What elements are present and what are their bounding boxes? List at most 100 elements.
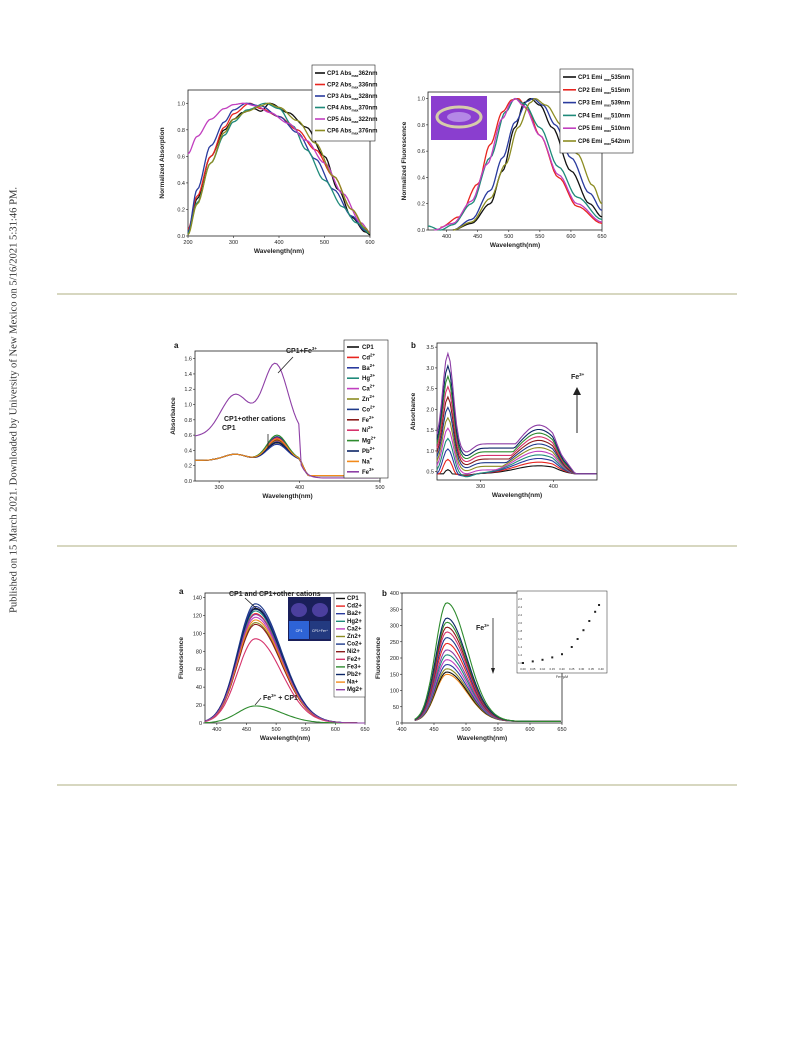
fl-legend-label: CP2 Emi max515nm	[578, 88, 630, 95]
abs-cations-arrow-fe	[277, 356, 294, 374]
abs-titration-annotation: Fe3+	[571, 372, 585, 381]
fl-titration-chart-x-tick-label: 500	[461, 727, 470, 733]
fl-chart-x-tick-label: 500	[504, 234, 513, 240]
fl-legend-label: CP3 Emi max539nm	[578, 101, 630, 108]
fl-titration-inset-x-label: Fe³⁺μM	[556, 675, 568, 679]
fl-chart-y-tick-label: 0.8	[417, 123, 425, 129]
abs-titration-chart-y-tick-label: 0.5	[426, 470, 434, 476]
abs-cations-chart-x-tick-label: 400	[295, 485, 304, 491]
abs-cations-legend-label: Co2+	[362, 404, 376, 413]
fl-cations-legend-label: Co2+	[347, 642, 362, 648]
fl-titration-inset-y-tick-label: 1.8	[518, 629, 522, 633]
divider-3	[57, 784, 737, 786]
abs-cations-chart-y-tick-label: 1.4	[184, 372, 192, 378]
fl-legend-label: CP1 Emi max535nm	[578, 75, 630, 82]
abs-titration-chart-y-tick-label: 3.5	[426, 345, 434, 351]
fl-titration-chart-y-tick-label: 50	[393, 705, 399, 711]
fl-cations-legend-label: Zn2+	[347, 634, 362, 640]
fl-titration-inset-x-tick-label: 0.15	[550, 667, 556, 671]
fl-titration-inset-y-tick-label: 2.2	[518, 613, 522, 617]
chart-fluorescence-cations: a 400 450 500 550 600 650 0 20 40 60 80 100 120 140 Wav…	[178, 587, 370, 742]
fl-chart-y-axis-label: Normalized Fluorescence	[401, 121, 408, 200]
abs-cations-chart-y-tick-label: 0.6	[184, 433, 192, 439]
fl-titration-inset-y-tick-label: 1.4	[518, 645, 522, 649]
fl-cations-series-line	[204, 614, 365, 724]
fl-cations-legend-label: Cd2+	[347, 604, 362, 610]
fl-chart-x-tick-label: 400	[442, 234, 451, 240]
abs-cations-annotation-fe: CP1+Fe3+	[286, 346, 317, 355]
fl-titration-inset-y-tick-label: 2.6	[518, 597, 522, 601]
fl-titration-chart-x-tick-label: 550	[493, 727, 502, 733]
abs-titration-panel-label: b	[411, 341, 416, 350]
fl-titration-inset-point	[598, 604, 601, 606]
fl-chart-x-tick-label: 600	[566, 234, 575, 240]
abs-cations-chart-y-tick-label: 1.0	[184, 403, 192, 409]
fl-cations-chart-y-tick-label: 40	[196, 685, 202, 691]
fl-cations-legend-label: Fe2+	[347, 657, 361, 663]
fl-titration-series-line	[414, 602, 561, 722]
abs-chart-y-tick-label: 0.6	[177, 154, 185, 160]
fl-titration-inset-x-tick-label: 0.25	[569, 667, 575, 671]
fl-titration-chart-x-tick-label: 600	[525, 727, 534, 733]
abs-chart-y-tick-label: 0.4	[177, 181, 185, 187]
fl-legend-box	[559, 68, 634, 154]
abs-cations-chart-y-tick-label: 0.0	[184, 479, 192, 485]
fl-chart-x-tick-label: 650	[597, 234, 606, 240]
abs-chart-x-tick-label: 600	[365, 240, 374, 246]
fl-cations-inset-glow-1	[289, 621, 309, 639]
fl-cations-chart-y-axis-label: Fluorescence	[178, 637, 185, 679]
abs-titration-series-line	[436, 395, 597, 475]
fl-titration-chart-y-tick-label: 150	[390, 672, 399, 678]
fl-titration-chart-y-tick-label: 250	[390, 640, 399, 646]
abs-cations-legend-label: Cd2+	[362, 352, 376, 361]
abs-cations-legend-label: Ca2+	[362, 384, 375, 393]
abs-cations-legend-label: Ba2+	[362, 363, 375, 372]
fl-titration-panel-label: b	[382, 589, 387, 598]
abs-series-line	[187, 102, 371, 233]
chart-absorbance-titration: b 300 400 0.5 1.0 1.5 2.0 2.5 3.0 3.5 Wavelength(n…	[410, 341, 598, 499]
fl-cations-panel-label: a	[179, 587, 184, 596]
fl-cations-annotation: CP1 and CP1+other cations	[229, 591, 321, 598]
abs-legend-label: CP1 Absmax362nm	[327, 71, 377, 78]
fl-cations-chart-y-tick-label: 100	[193, 631, 202, 637]
fl-titration-chart-x-tick-label: 400	[397, 727, 406, 733]
abs-titration-chart-y-tick-label: 3.0	[426, 366, 434, 372]
abs-titration-chart-y-tick-label: 2.0	[426, 407, 434, 413]
fl-titration-inset-point	[541, 658, 544, 661]
fl-titration-chart-x-axis-label: Wavelength(nm)	[457, 735, 507, 742]
fl-titration-inset-point	[594, 610, 597, 613]
fl-titration-inset-point	[582, 629, 585, 632]
abs-cations-legend-label: Fe2+	[362, 415, 375, 424]
fl-titration-inset-x-tick-label: 0.20	[559, 667, 565, 671]
abs-titration-chart-x-tick-label: 400	[549, 484, 558, 490]
fl-legend-label: CP6 Emi max542nm	[578, 139, 630, 146]
fl-cations-legend-label: Fe3+	[347, 664, 361, 670]
fl-titration-chart-x-tick-label: 650	[557, 727, 566, 733]
fl-titration-inset-x-tick-label: 0.00	[520, 667, 526, 671]
fl-cations-chart-y-tick-label: 140	[193, 595, 202, 601]
abs-chart-y-tick-label: 0.8	[177, 128, 185, 134]
chart-abs-normalized: 200 300 400 500 600 0.0 0.2 0.4 0.6 0.8 1.0 Wavelen…	[159, 64, 377, 255]
abs-legend-box	[311, 64, 376, 142]
fl-series-line	[452, 97, 603, 231]
divider-1	[57, 293, 737, 295]
fl-cations-chart-x-tick-label: 650	[360, 727, 369, 733]
fl-titration-chart-y-tick-label: 100	[390, 689, 399, 695]
fl-titration-inset-point	[588, 620, 591, 622]
abs-chart-y-tick-label: 0.0	[177, 234, 185, 240]
abs-legend-label: CP6 Absmax376nm	[327, 129, 377, 136]
fl-titration-chart-y-tick-label: 350	[390, 607, 399, 613]
abs-titration-series-line	[436, 374, 597, 475]
abs-cations-chart-y-tick-label: 0.4	[184, 448, 192, 454]
abs-cations-legend-label: Fe3+	[362, 467, 375, 476]
fl-titration-chart-y-tick-label: 300	[390, 624, 399, 630]
fl-chart-y-tick-label: 0.6	[417, 149, 425, 155]
fl-legend-label: CP4 Emi max510nm	[578, 113, 630, 120]
abs-chart-x-axis-label: Wavelength(nm)	[254, 248, 304, 255]
fl-titration-chart-y-tick-label: 200	[390, 656, 399, 662]
fl-chart-y-tick-label: 0.2	[417, 202, 425, 208]
fl-chart-x-tick-label: 450	[473, 234, 482, 240]
fl-chart-x-axis-label: Wavelength(nm)	[490, 242, 540, 249]
abs-cations-legend-label: Zn2+	[362, 394, 375, 403]
abs-cations-annotation-others: CP1+other cations	[224, 416, 286, 423]
